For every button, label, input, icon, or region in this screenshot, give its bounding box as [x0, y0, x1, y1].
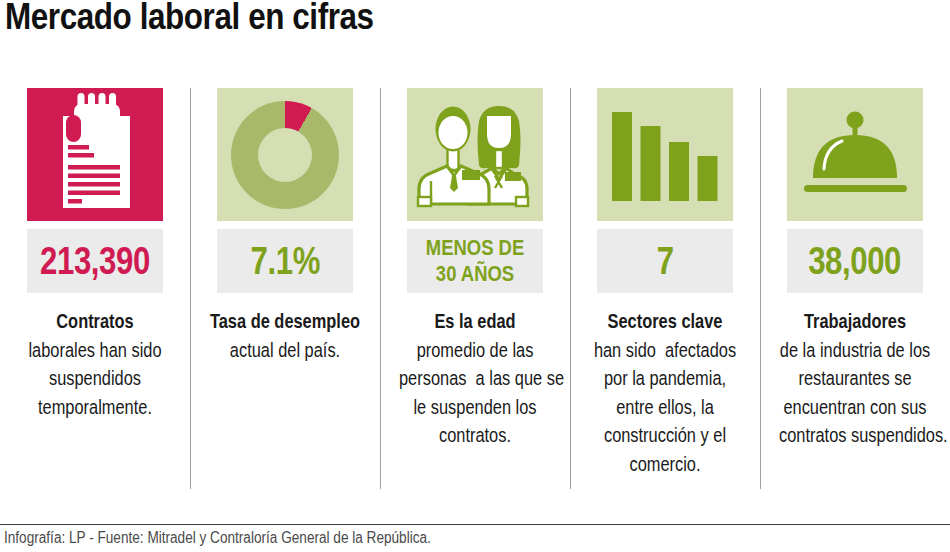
footer-credit: Infografía: LP - Fuente: Mitradel y Cont… — [4, 529, 431, 547]
donut-icon-box — [217, 88, 353, 221]
stat-column-trabajadores: 38,000 Trabajadores de la industria de l… — [760, 0, 950, 500]
footer-rule — [0, 524, 950, 525]
stat-value-strip: 213,390 — [27, 229, 163, 293]
contract-icon-box — [27, 88, 163, 221]
stat-description: Tasa de desempleo actual del país. — [190, 307, 380, 364]
stat-value: 7 — [657, 240, 674, 283]
stat-value-strip: 38,000 — [787, 229, 923, 293]
stat-value: 213,390 — [40, 240, 150, 283]
stat-value-strip: MENOS DE 30 AÑOS — [407, 229, 543, 293]
stat-value: 38,000 — [809, 240, 902, 283]
stat-value-strip: 7.1% — [217, 229, 353, 293]
bars-icon-box — [597, 88, 733, 221]
stat-column-contratos: 213,390 Contratos laborales han sido sus… — [0, 0, 190, 500]
infographic: Mercado laboral en cifras 213,39 — [0, 0, 950, 552]
stat-value: MENOS DE 30 AÑOS — [426, 235, 524, 287]
column-divider — [760, 88, 761, 489]
stat-description: Es la edad promedio de las personas a la… — [380, 307, 570, 450]
cloche-icon — [787, 88, 923, 221]
stat-description: Contratos laborales han sido suspendidos… — [0, 307, 190, 421]
donut-chart-icon — [231, 101, 339, 209]
two-workers-icon — [407, 88, 543, 221]
stat-description: Sectores clave han sido afectados por la… — [570, 307, 760, 478]
stat-column-sectores: 7 Sectores clave han sido afectados por … — [570, 0, 760, 500]
workers-icon-box — [407, 88, 543, 221]
stat-column-desempleo: 7.1% Tasa de desempleo actual del país. — [190, 0, 380, 500]
contract-in-hand-icon — [27, 88, 163, 221]
stat-column-edad: MENOS DE 30 AÑOS Es la edad promedio de … — [380, 0, 570, 500]
stat-value: 7.1% — [250, 240, 319, 283]
column-divider — [190, 88, 191, 489]
column-divider — [380, 88, 381, 489]
stat-value-strip: 7 — [597, 229, 733, 293]
stat-description: Trabajadores de la industria de los rest… — [760, 307, 950, 450]
column-divider — [570, 88, 571, 489]
cloche-icon-box — [787, 88, 923, 221]
bar-chart-icon — [597, 88, 733, 221]
